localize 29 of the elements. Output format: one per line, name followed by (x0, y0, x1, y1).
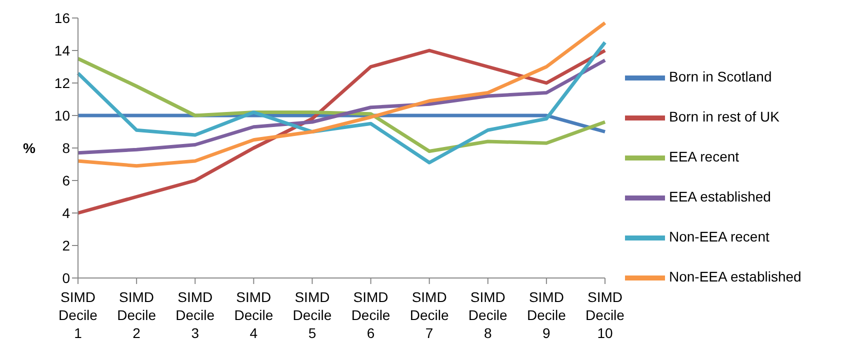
line-series (76, 40, 607, 164)
y-tick-label: 6 (62, 172, 70, 188)
y-axis-title: % (23, 140, 36, 156)
y-tick-label: 0 (62, 270, 70, 286)
legend-label: Non-EEA established (669, 268, 802, 285)
y-tick-label: 10 (54, 107, 70, 124)
legend-label: EEA established (669, 188, 771, 205)
y-tick-label: 4 (62, 204, 70, 221)
y-tick-label: 8 (62, 140, 70, 156)
legend-label: Born in rest of UK (669, 108, 780, 125)
x-tick-label: SIMD Decile 8 (468, 289, 508, 341)
x-tick-label: SIMD Decile 2 (117, 289, 156, 341)
x-tick-label: SIMD Decile 10 (586, 289, 625, 341)
x-tick-label: SIMD Decile 1 (58, 289, 98, 341)
y-tick-label: 2 (62, 237, 70, 254)
line-series (76, 21, 607, 168)
legend-label: EEA recent (669, 148, 740, 165)
x-tick-label: SIMD Decile 4 (234, 289, 274, 341)
x-tick-label: SIMD Decile 7 (410, 289, 449, 341)
legend-label: Non-EEA recent (669, 228, 770, 245)
y-tick-label: 16 (54, 10, 70, 26)
line-series (76, 48, 607, 215)
y-tick-label: 14 (54, 42, 70, 58)
x-tick-label: SIMD Decile 3 (176, 289, 215, 341)
x-tick-label: SIMD Decile 6 (351, 289, 390, 341)
legend-label: Born in Scotland (669, 68, 772, 85)
x-tick-label: SIMD Decile 5 (292, 289, 332, 341)
y-tick-label: 12 (54, 74, 70, 91)
x-tick-label: SIMD Decile 9 (526, 289, 566, 341)
